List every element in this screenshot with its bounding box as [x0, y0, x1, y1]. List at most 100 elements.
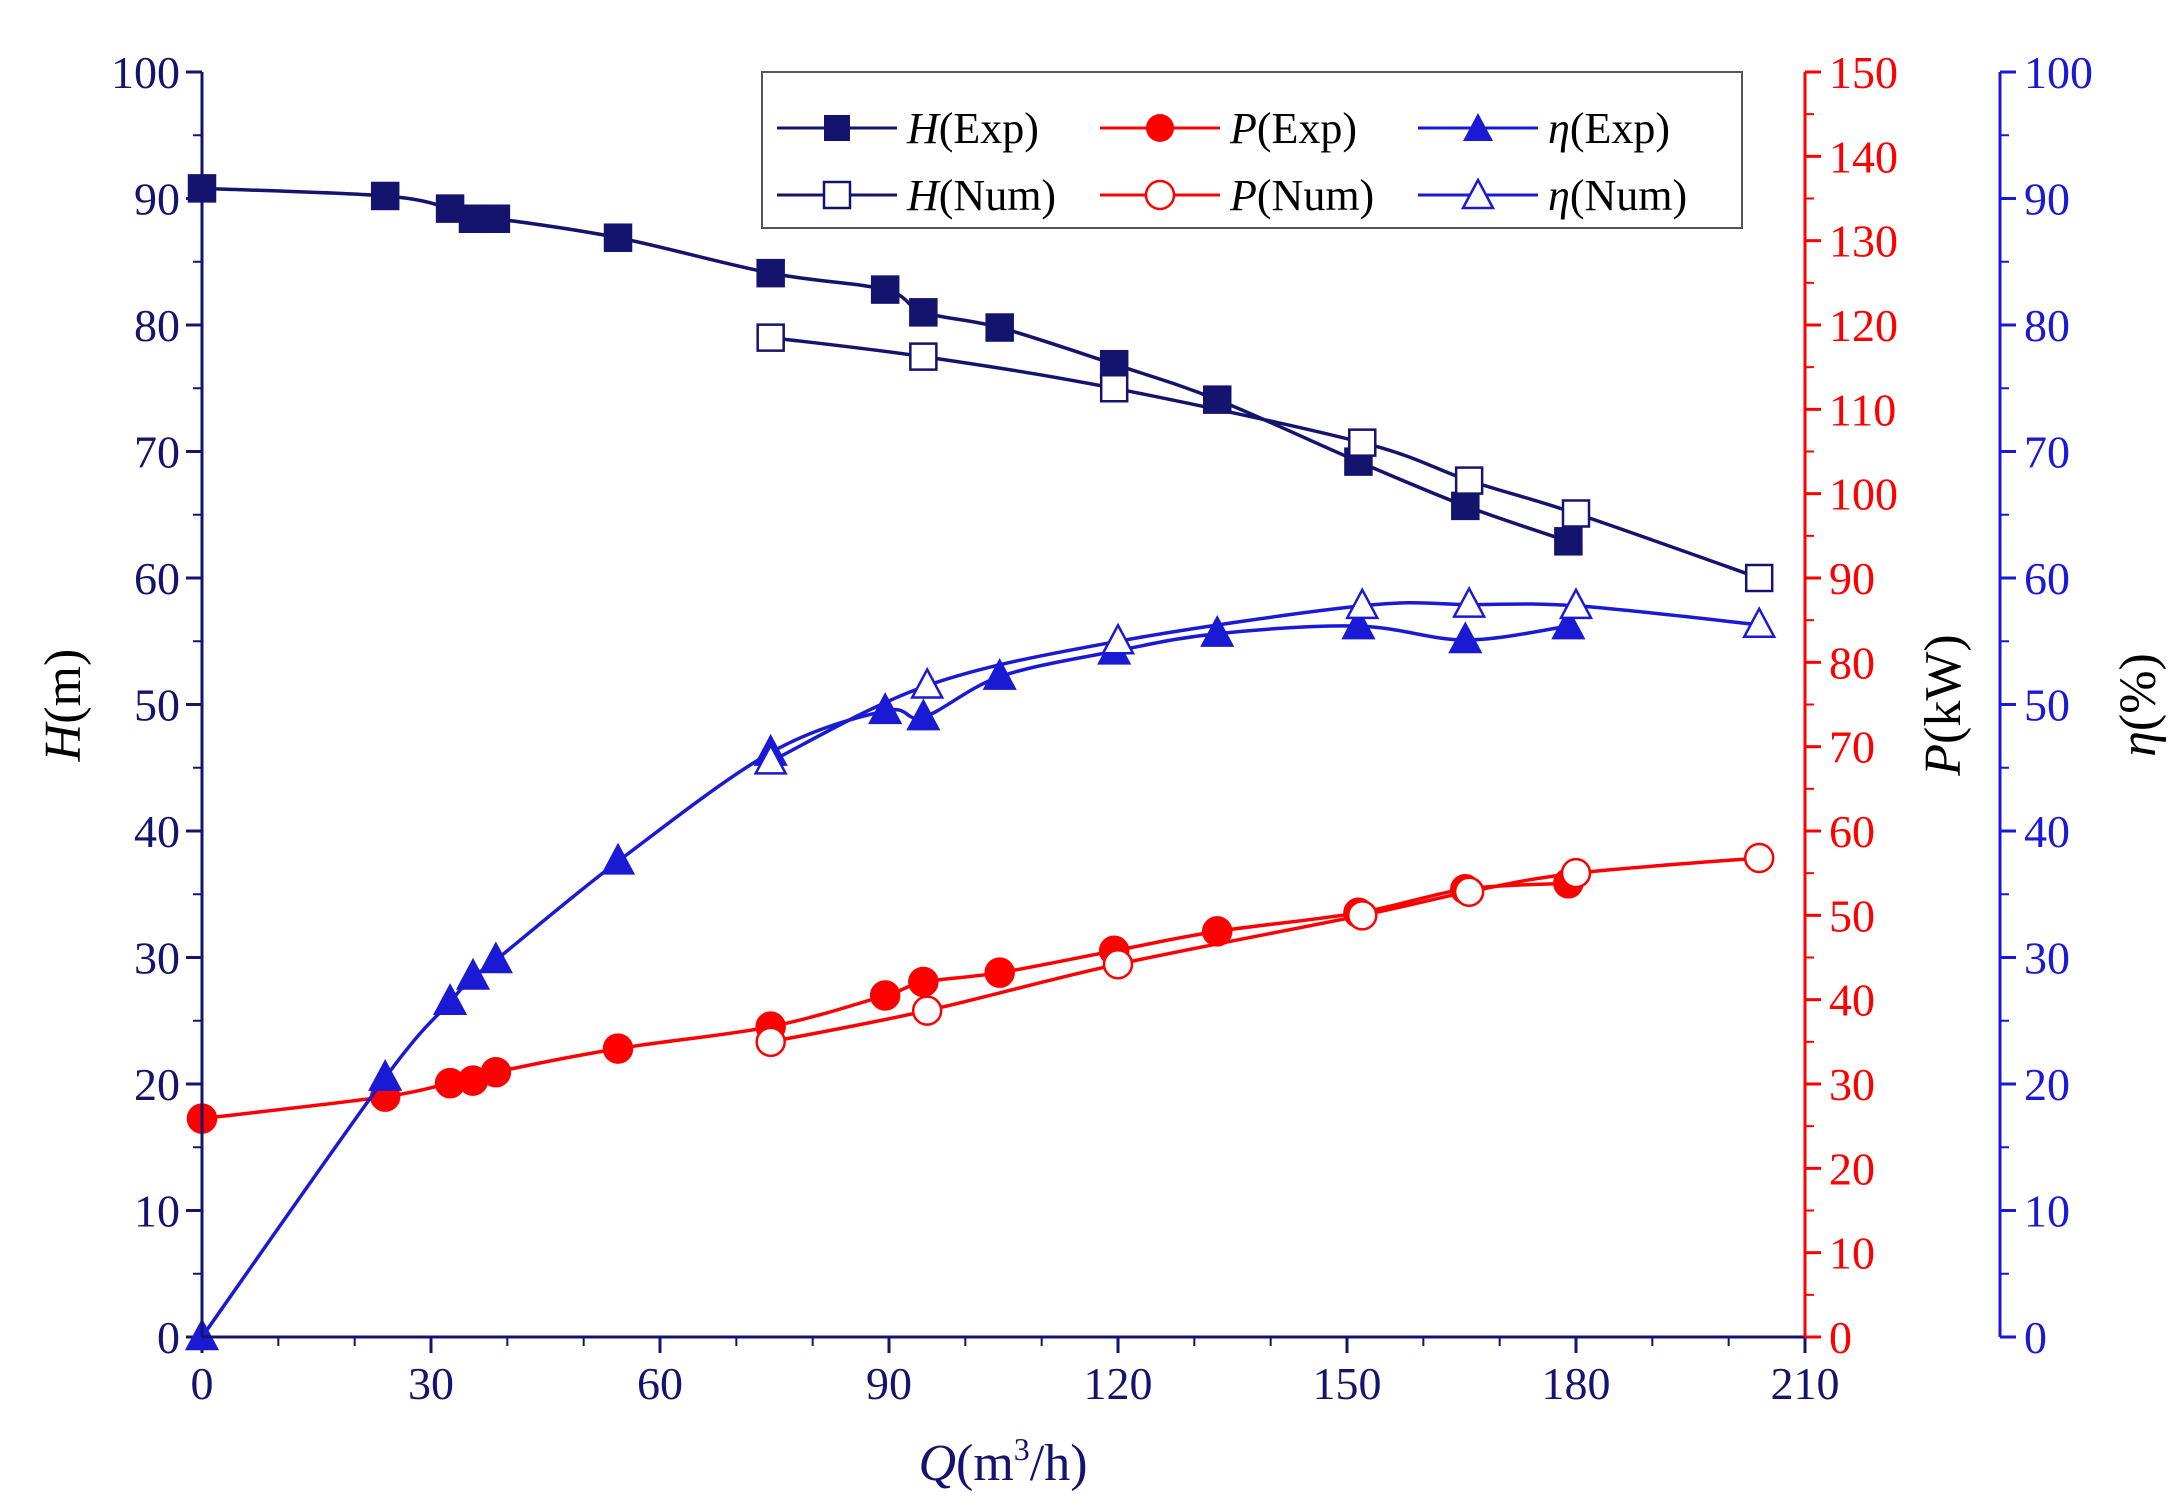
- h-axis-tick-label: 60: [134, 553, 180, 604]
- legend-label: P(Exp): [1229, 104, 1357, 153]
- legend-suffix: (Num): [1570, 171, 1687, 220]
- p-axis-tick-label: 120: [1829, 300, 1898, 351]
- p-axis-tick-label: 130: [1829, 216, 1898, 267]
- h-axis-var: H: [35, 721, 92, 762]
- series-h-exp: [187, 174, 1583, 556]
- p-axis-tick-label: 60: [1829, 806, 1875, 857]
- x-axis-var: Q: [918, 1435, 956, 1492]
- legend-var: η: [1548, 104, 1570, 153]
- legend-marker: [1463, 113, 1493, 141]
- data-point-p-exp: [480, 1056, 512, 1088]
- data-point-eta-exp: [600, 842, 636, 875]
- data-point-eta-exp: [478, 941, 513, 974]
- p-axis-unit: (kW): [1915, 634, 1972, 744]
- x-axis-unit-end: /h): [1030, 1435, 1088, 1492]
- h-axis-tick-label: 10: [134, 1186, 180, 1237]
- h-axis-tick-label: 100: [111, 47, 180, 98]
- p-axis-tick-label: 100: [1829, 469, 1898, 520]
- data-point-p-exp: [869, 980, 901, 1011]
- legend-label: P(Num): [1229, 171, 1374, 220]
- eta-axis-tick-label: 50: [2024, 680, 2070, 731]
- p-axis-tick-label: 80: [1829, 637, 1875, 688]
- data-point-h-num: [1744, 563, 1774, 593]
- p-axis-tick-label: 50: [1829, 890, 1875, 941]
- x-tick-label: 90: [866, 1358, 912, 1409]
- data-point-p-num: [755, 1026, 786, 1058]
- legend-var: H: [906, 104, 941, 153]
- data-point-eta-exp: [1551, 607, 1586, 640]
- h-axis-tick-label: 0: [157, 1312, 180, 1363]
- legend-item-eta-num: η(Num): [1418, 171, 1687, 220]
- p-axis-tick-label: 150: [1829, 47, 1898, 98]
- eta-axis-var: η: [2110, 731, 2167, 757]
- p-axis-tick-label: 30: [1829, 1059, 1875, 1110]
- legend-var: P: [1229, 104, 1257, 153]
- p-axis-tick-label: 110: [1829, 384, 1896, 435]
- h-axis-unit: (m): [35, 649, 92, 724]
- legend-suffix: (Exp): [1570, 104, 1670, 153]
- eta-axis-tick-label: 100: [2024, 47, 2093, 98]
- data-point-h-exp: [1554, 527, 1583, 556]
- data-point-h-exp: [756, 258, 785, 288]
- legend-item-h-exp: H(Exp): [777, 104, 1039, 153]
- eta-axis-tick-label: 40: [2024, 806, 2070, 857]
- data-point-p-num: [1743, 842, 1775, 874]
- legend-item-p-num: P(Num): [1100, 171, 1374, 220]
- legend-marker: [1144, 179, 1176, 211]
- h-axis-title: H(m): [35, 649, 92, 763]
- data-point-eta-num: [1742, 606, 1777, 639]
- p-axis-tick-label: 40: [1829, 975, 1875, 1026]
- data-point-p-exp: [984, 957, 1015, 988]
- axis-ticks: 0 30 60 90 120 150 180 210010203040506070809010…: [111, 47, 2093, 1409]
- legend-suffix: (Exp): [1257, 104, 1357, 153]
- data-point-eta-exp: [432, 983, 468, 1016]
- legend-var: H: [906, 171, 941, 220]
- data-point-eta-exp: [906, 698, 941, 731]
- eta-axis-tick-label: 30: [2024, 933, 2070, 984]
- data-point-h-exp: [1099, 349, 1129, 379]
- data-point-eta-exp: [1341, 607, 1376, 640]
- data-point-h-num: [756, 323, 785, 352]
- data-point-p-num: [1347, 900, 1378, 931]
- eta-axis-title: η(%): [2110, 653, 2167, 757]
- legend-label: η(Num): [1548, 171, 1687, 220]
- x-tick-label: 180: [1542, 1358, 1611, 1409]
- p-axis-tick-label: 0: [1829, 1312, 1852, 1363]
- legend-item-eta-exp: η(Exp): [1418, 104, 1670, 153]
- legend-var: P: [1229, 171, 1257, 220]
- x-tick-label: 30: [408, 1358, 454, 1409]
- x-tick-label: 150: [1313, 1358, 1382, 1409]
- legend-box: [761, 71, 1743, 229]
- x-axis-unit: (m: [956, 1435, 1014, 1492]
- x-tick-label: 210: [1771, 1358, 1840, 1409]
- p-axis-tick-label: 140: [1829, 131, 1898, 182]
- eta-axis-tick-label: 10: [2024, 1186, 2070, 1237]
- legend-suffix: (Num): [939, 171, 1056, 220]
- data-point-p-num: [1560, 857, 1592, 889]
- p-axis-tick-label: 20: [1829, 1143, 1875, 1194]
- data-point-p-num: [1102, 948, 1134, 980]
- legend-label: η(Exp): [1548, 104, 1670, 153]
- legend-marker: [1146, 114, 1174, 142]
- legend-var: η: [1548, 171, 1570, 220]
- data-point-eta-num: [1100, 622, 1136, 655]
- legend-item-h-num: H(Num): [777, 171, 1056, 220]
- data-point-eta-exp: [1200, 615, 1235, 647]
- legend-suffix: (Exp): [939, 104, 1039, 153]
- data-point-eta-num: [753, 742, 788, 775]
- series-h-num: [756, 323, 1774, 593]
- eta-axis-tick-label: 0: [2024, 1312, 2047, 1363]
- x-axis-title: Q(m3/h): [918, 1431, 1087, 1492]
- data-point-eta-exp: [1448, 621, 1483, 654]
- eta-axis-tick-label: 60: [2024, 553, 2070, 604]
- series-line-h-num: [770, 335, 1760, 580]
- eta-axis-tick-label: 80: [2024, 300, 2070, 351]
- legend: H(Exp) P(Exp) η(Exp) H(Num) P(Num) η(Num…: [761, 71, 1743, 229]
- series-line-eta-num: [769, 600, 1760, 763]
- data-point-eta-num: [910, 666, 945, 699]
- data-point-h-num: [1348, 428, 1377, 457]
- series-line-h-exp: [201, 186, 1569, 543]
- h-axis-tick-label: 70: [134, 427, 180, 478]
- series-p-num: [755, 842, 1775, 1058]
- data-point-h-exp: [985, 313, 1014, 342]
